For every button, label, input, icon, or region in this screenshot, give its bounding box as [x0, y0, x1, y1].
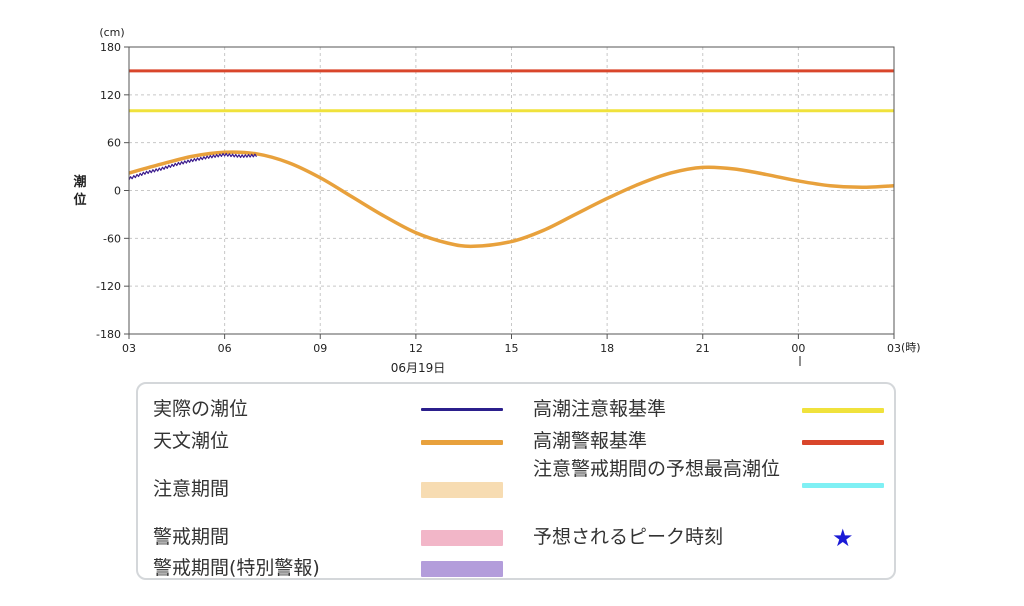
series-line [128, 150, 895, 249]
legend-swatch [421, 440, 503, 445]
legend-label: 高潮警報基準 [533, 430, 648, 452]
y-tick-label: 0 [114, 185, 121, 198]
legend-swatch [802, 483, 884, 488]
tide-chart: 180 120 60 0 -60 -120 -180 03 06 09 12 15 18 21 00 03 … [73, 26, 921, 375]
legend-label: 予想されるピーク時刻 [533, 526, 724, 548]
y-axis-label: 潮位 [73, 174, 86, 208]
y-tick-label: 120 [100, 89, 121, 102]
legend-label: 注意期間 [153, 478, 230, 500]
y-axis: 180 120 60 0 -60 -120 -180 [96, 41, 129, 341]
legend-swatch [421, 482, 503, 498]
legend-label: 警戒期間 [153, 526, 230, 548]
x-tick-label: 21 [696, 342, 710, 355]
y-tick-label: -120 [96, 280, 121, 293]
legend-label: 警戒期間(特別警報) [153, 557, 320, 579]
chart-grid [129, 47, 894, 334]
legend-swatch [802, 440, 884, 445]
y-tick-label: 60 [107, 137, 121, 150]
x-tick-label: 03 [887, 342, 901, 355]
legend-swatch [802, 408, 884, 413]
date-label: 06月19日 [391, 361, 446, 375]
legend-label: 高潮注意報基準 [533, 398, 667, 420]
x-tick-label: 06 [218, 342, 232, 355]
legend-swatch [421, 561, 503, 577]
x-axis: 03 06 09 12 15 18 21 00 03 [122, 334, 901, 355]
y-tick-label: 180 [100, 41, 121, 54]
chart-series [128, 69, 895, 249]
x-tick-label: 12 [409, 342, 423, 355]
x-unit-label: (時) [901, 341, 921, 354]
x-tick-label: 03 [122, 342, 136, 355]
y-tick-label: -60 [103, 232, 121, 245]
series-line [128, 152, 258, 181]
x-tick-label: 18 [600, 342, 614, 355]
legend-swatch [421, 408, 503, 411]
y-unit-label: (cm) [99, 26, 124, 39]
legend-label: 注意警戒期間の予想最高潮位 [533, 458, 781, 480]
legend-label: 天文潮位 [153, 430, 230, 452]
x-tick-label: 00 [791, 342, 805, 355]
star-icon: ★ [832, 524, 854, 552]
y-tick-label: -180 [96, 328, 121, 341]
x-tick-label: 09 [313, 342, 327, 355]
legend-box: 実際の潮位天文潮位注意期間警戒期間警戒期間(特別警報) 高潮注意報基準 高潮警報基準… [136, 382, 896, 580]
x-tick-label: 15 [505, 342, 519, 355]
legend-label: 実際の潮位 [153, 398, 249, 420]
legend-swatch [421, 530, 503, 546]
